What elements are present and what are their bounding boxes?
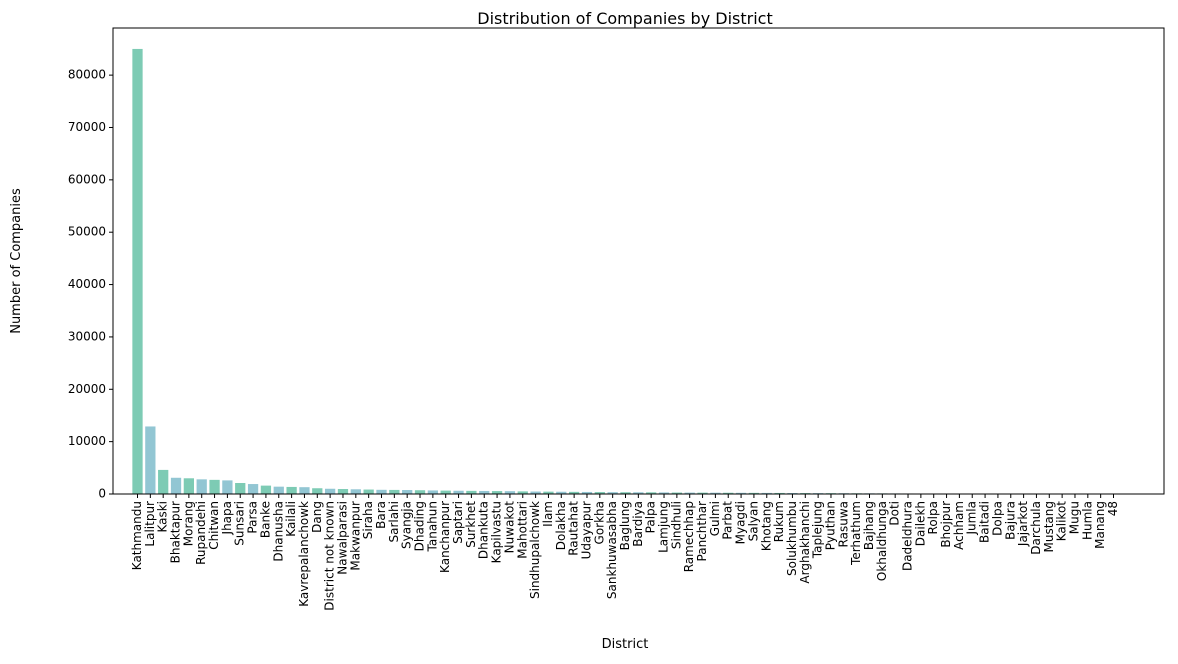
y-tick-label: 50000: [68, 225, 106, 239]
y-tick-label: 30000: [68, 329, 106, 343]
bar-dang: [312, 488, 322, 494]
bar-jhapa: [222, 480, 232, 494]
bar-kaski: [158, 470, 168, 494]
bar-lalitpur: [145, 426, 155, 494]
bar-sarlahi: [389, 490, 399, 494]
y-tick-label: 10000: [68, 434, 106, 448]
bar-tanahun: [428, 490, 438, 494]
y-tick-label: 70000: [68, 120, 106, 134]
bar-parsa: [248, 484, 258, 494]
y-tick-label: 20000: [68, 382, 106, 396]
bar-sunsari: [235, 483, 245, 494]
y-axis: 0 10000 20000 30000 40000 50000 60000 70000 8000…: [68, 68, 113, 501]
bar-banke: [261, 486, 271, 494]
bar-syangja: [402, 490, 412, 494]
bar-siraha: [364, 490, 374, 494]
bar-nawalparasi: [338, 489, 348, 494]
bar-dhanusha: [274, 487, 284, 494]
bar-bara: [376, 490, 386, 494]
bar-morang: [184, 478, 194, 494]
y-tick-label: 0: [98, 487, 106, 501]
x-tick-label: 48: [1106, 501, 1120, 516]
y-tick-label: 60000: [68, 172, 106, 186]
bar-kathmandu: [132, 49, 142, 494]
x-axis-label: District: [602, 637, 649, 652]
chart-title: Distribution of Companies by District: [477, 9, 772, 28]
bar-bhaktapur: [171, 478, 181, 494]
bar-kailali: [286, 487, 296, 494]
bar-dhading: [415, 490, 425, 494]
bars-group: [132, 49, 1118, 494]
y-tick-label: 80000: [68, 68, 106, 82]
y-tick-label: 40000: [68, 277, 106, 291]
y-axis-label: Number of Companies: [9, 188, 24, 334]
bar-rupandehi: [197, 479, 207, 494]
plot-frame: [113, 28, 1164, 494]
bar-kanchanpur: [441, 491, 451, 494]
bar-chitwan: [209, 480, 219, 494]
bar-makwanpur: [351, 489, 361, 494]
bar-district-not-known: [325, 489, 335, 494]
bar-kavrepalanchowk: [299, 487, 309, 494]
x-axis: KathmanduLalitpurKaskiBhaktapurMorangRup…: [130, 494, 1120, 611]
